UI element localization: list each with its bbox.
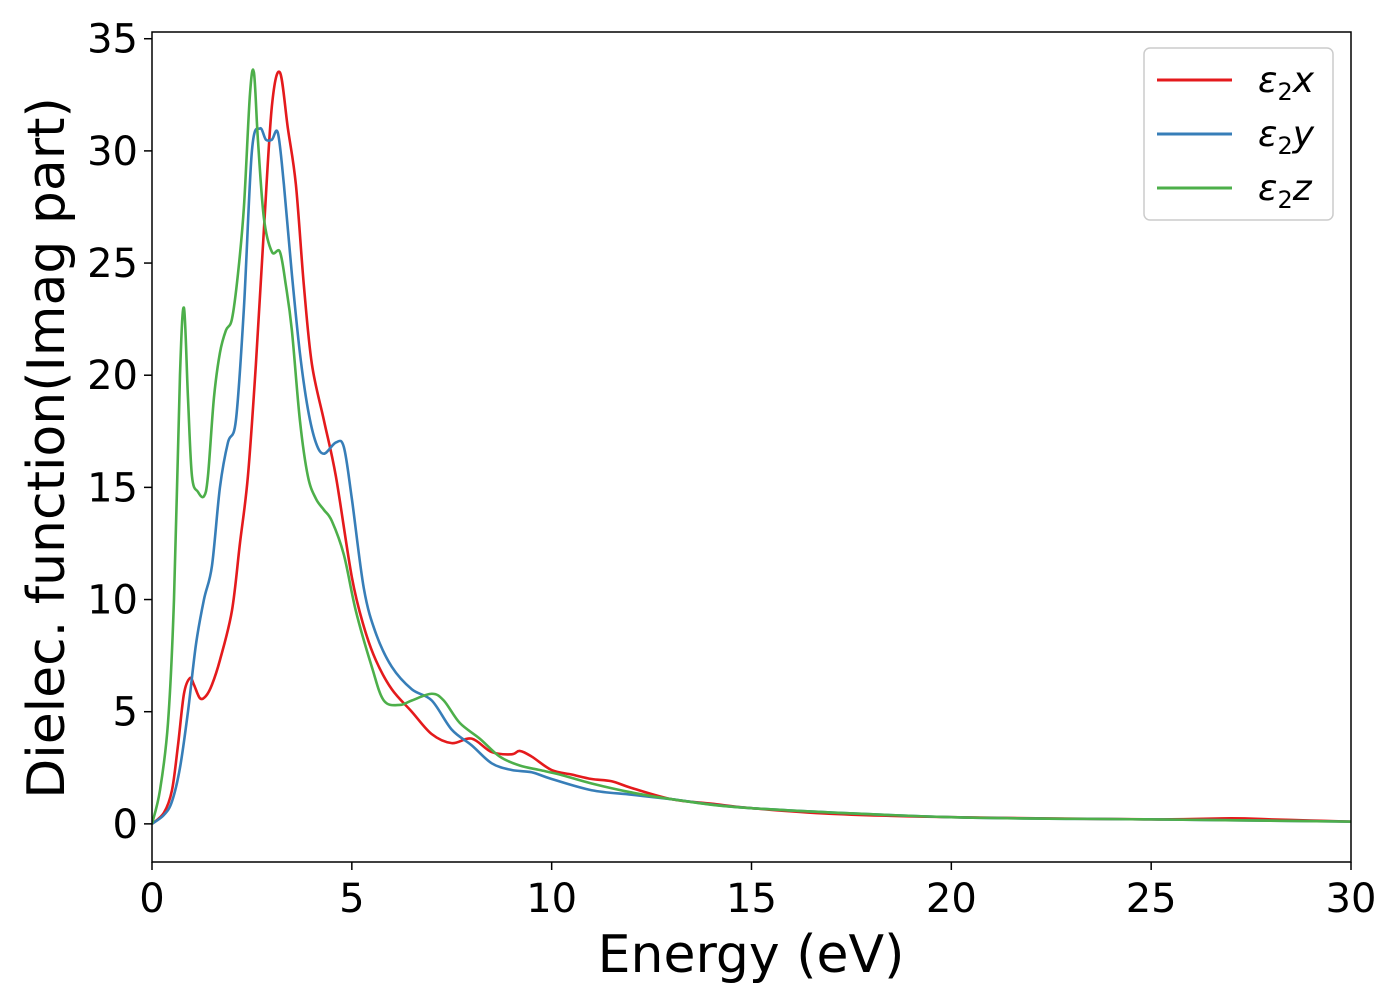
- y-tick-label: 0: [113, 802, 138, 848]
- x-tick-label: 5: [339, 876, 364, 922]
- x-tick-label: 0: [139, 876, 164, 922]
- y-tick-label: 25: [87, 241, 138, 287]
- legend-label-x: ε2x: [1258, 60, 1315, 106]
- legend-label-z: ε2z: [1258, 168, 1313, 214]
- y-tick-label: 20: [87, 353, 138, 399]
- x-axis-title: Energy (eV): [598, 925, 905, 985]
- x-tick-label: 15: [726, 876, 777, 922]
- y-tick-label: 10: [87, 578, 138, 624]
- series-line-y: [152, 127, 1351, 825]
- y-tick-label: 30: [87, 129, 138, 175]
- y-axis-title: Dielec. function(Imag part): [17, 97, 77, 799]
- x-axis-ticks: 0 5 10 15 20 25 30: [139, 862, 1376, 922]
- x-tick-label: 30: [1326, 876, 1377, 922]
- plot-lines: [152, 68, 1351, 825]
- x-tick-label: 10: [526, 876, 577, 922]
- x-tick-label: 25: [1126, 876, 1177, 922]
- legend-box: [1143, 47, 1334, 221]
- legend: ε2x ε2y ε2z: [1143, 47, 1334, 221]
- y-tick-label: 5: [113, 690, 138, 736]
- legend-label-y: ε2y: [1258, 114, 1315, 160]
- y-tick-label: 15: [87, 465, 138, 511]
- series-line-z: [152, 68, 1351, 825]
- y-axis-ticks: 0 5 10 15 20 25 30 35: [87, 17, 152, 848]
- y-tick-label: 35: [87, 17, 138, 63]
- x-tick-label: 20: [926, 876, 977, 922]
